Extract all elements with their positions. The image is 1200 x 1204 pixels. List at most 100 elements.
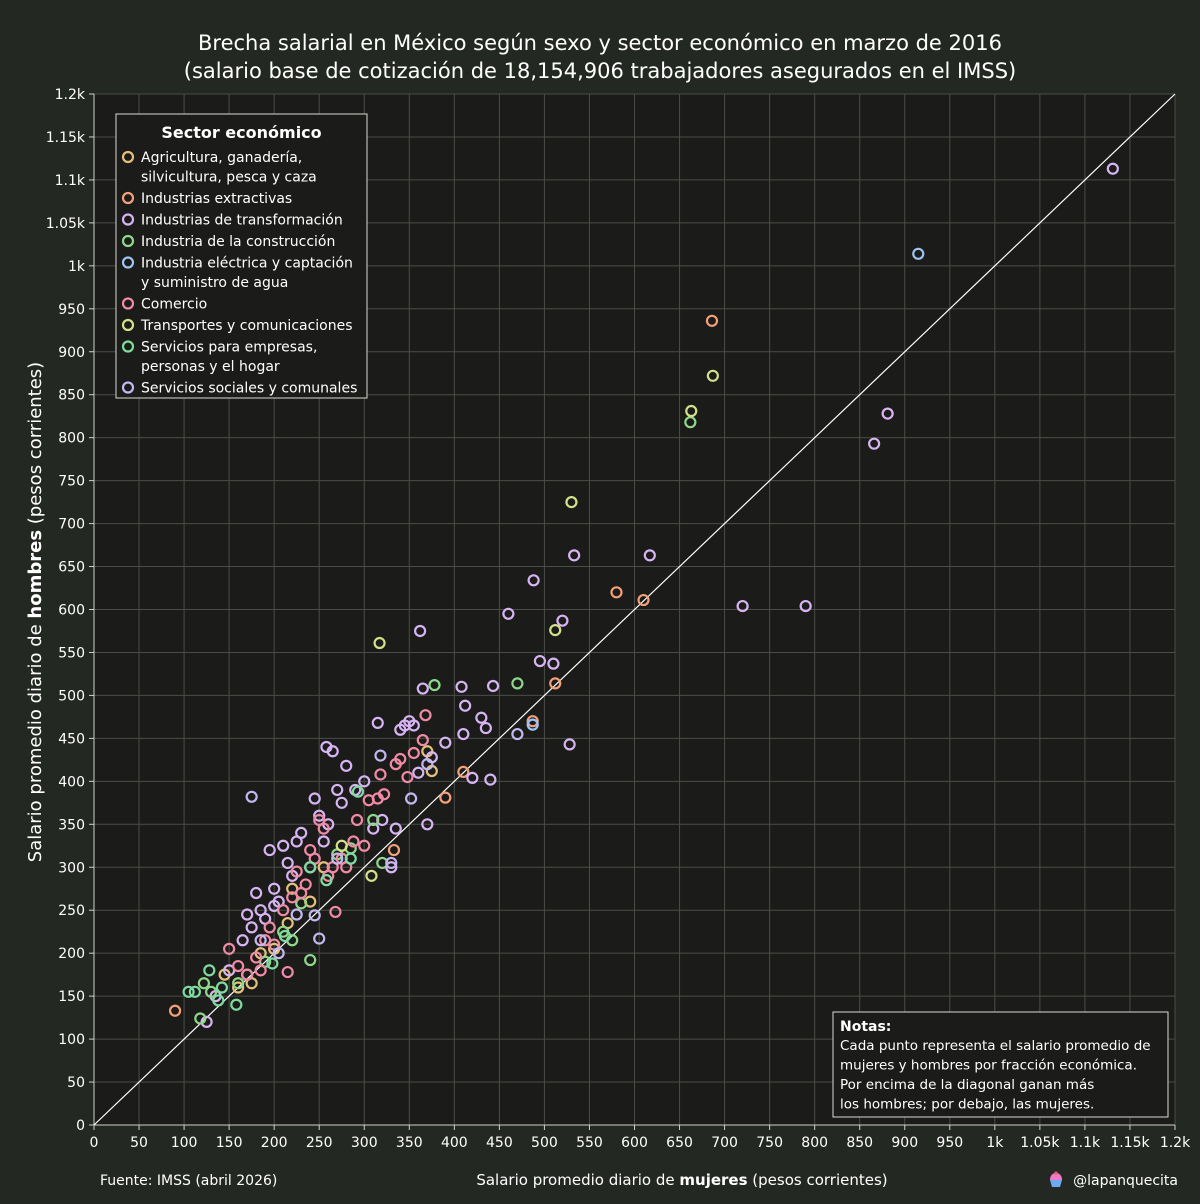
data-point (556, 614, 569, 627)
data-point (351, 785, 365, 798)
data-point (335, 839, 348, 852)
cupcake-icon (1050, 1171, 1062, 1187)
data-point (358, 775, 371, 788)
data-point (194, 1012, 207, 1025)
data-point (304, 861, 317, 874)
data-point (419, 709, 432, 722)
data-point (281, 965, 294, 979)
data-point (457, 765, 470, 778)
data-point (313, 809, 326, 822)
series-7 (335, 369, 719, 882)
data-point (389, 822, 402, 835)
data-point (290, 865, 303, 878)
chart-title: Brecha salarial en México según sexo y s… (198, 31, 1002, 55)
data-point (272, 947, 285, 960)
x-tick-label: 800 (801, 1135, 828, 1151)
x-axis-label-bold: mujeres (679, 1171, 747, 1189)
data-point (479, 721, 492, 735)
y-tick-label: 1.15k (46, 130, 86, 146)
x-tick-label: 50 (130, 1135, 148, 1151)
x-tick-label: 1k (986, 1135, 1004, 1151)
data-point (374, 768, 387, 781)
data-point (547, 657, 560, 670)
x-tick-label: 500 (531, 1135, 558, 1151)
data-point (439, 736, 452, 749)
data-point (881, 407, 894, 420)
data-point (308, 792, 321, 805)
data-point (188, 985, 201, 998)
legend-item: Transportes y comunicaciones (121, 318, 353, 334)
y-tick-label: 950 (58, 302, 85, 318)
footer-credit: @lapanquecita (1073, 1173, 1178, 1189)
y-tick-label: 750 (58, 474, 85, 490)
series-6 (223, 709, 432, 981)
x-tick-label: 600 (621, 1135, 648, 1151)
data-point (223, 942, 236, 955)
y-tick-label: 900 (58, 345, 85, 361)
data-point (304, 953, 317, 967)
y-tick-label: 250 (58, 903, 85, 919)
y-tick-label: 800 (58, 431, 85, 447)
data-point (232, 977, 245, 990)
data-point (394, 752, 407, 766)
legend-label: silvicultura, pesca y caza (141, 170, 317, 186)
legend: Sector económico Agricultura, ganadería, s… (115, 113, 368, 399)
x-tick-label: 950 (936, 1135, 963, 1151)
data-point (200, 1015, 213, 1029)
data-point (799, 599, 812, 613)
x-axis-label-suffix: (pesos corrientes) (748, 1171, 888, 1189)
y-tick-label: 500 (58, 688, 85, 704)
data-point (371, 716, 384, 730)
y-tick-label: 1.05k (46, 216, 86, 232)
legend-label: Servicios sociales y comunales (141, 381, 357, 397)
data-point (232, 981, 245, 994)
data-point (414, 624, 427, 638)
x-tick-label: 400 (441, 1135, 468, 1151)
y-tick-label: 1.1k (55, 173, 86, 189)
data-point (705, 314, 719, 327)
data-point (326, 745, 339, 758)
data-point (313, 932, 326, 945)
data-point (549, 624, 562, 637)
data-point (511, 677, 524, 690)
data-point (254, 964, 267, 977)
data-point (568, 549, 581, 562)
y-tick-label: 700 (58, 517, 85, 533)
notes-box: Notas: Cada punto representa el salario p… (832, 1011, 1169, 1118)
y-axis-label-bold: hombres (25, 530, 46, 619)
x-tick-label: 700 (711, 1135, 738, 1151)
legend-item: Comercio (121, 297, 207, 313)
data-point (254, 934, 267, 947)
series-5 (526, 247, 925, 731)
legend-marker (121, 191, 135, 205)
data-point (407, 719, 420, 732)
data-point (344, 852, 357, 865)
data-point (486, 679, 500, 693)
data-point (245, 921, 258, 934)
y-axis-label-suffix: (pesos corrientes) (25, 362, 46, 530)
data-point (212, 994, 225, 1007)
data-point (299, 878, 312, 891)
x-axis-label: Salario promedio diario de mujeres (peso… (476, 1171, 887, 1189)
data-point (367, 813, 380, 827)
data-point (684, 416, 697, 429)
data-point (416, 682, 429, 695)
x-tick-label: 300 (351, 1135, 378, 1151)
data-point (457, 727, 470, 741)
legend-marker (121, 234, 135, 248)
x-tick-label: 650 (666, 1135, 693, 1151)
data-point (428, 679, 441, 692)
legend-marker (121, 213, 135, 226)
data-point (404, 792, 418, 805)
data-point (385, 856, 398, 870)
data-point (245, 790, 258, 803)
data-point (1106, 162, 1119, 175)
data-point (241, 968, 254, 981)
data-point (241, 908, 254, 921)
series-9 (245, 727, 524, 960)
data-point (263, 843, 276, 857)
data-point (373, 636, 386, 650)
data-point (439, 791, 452, 804)
legend-item: Industrias extractivas (121, 191, 292, 207)
